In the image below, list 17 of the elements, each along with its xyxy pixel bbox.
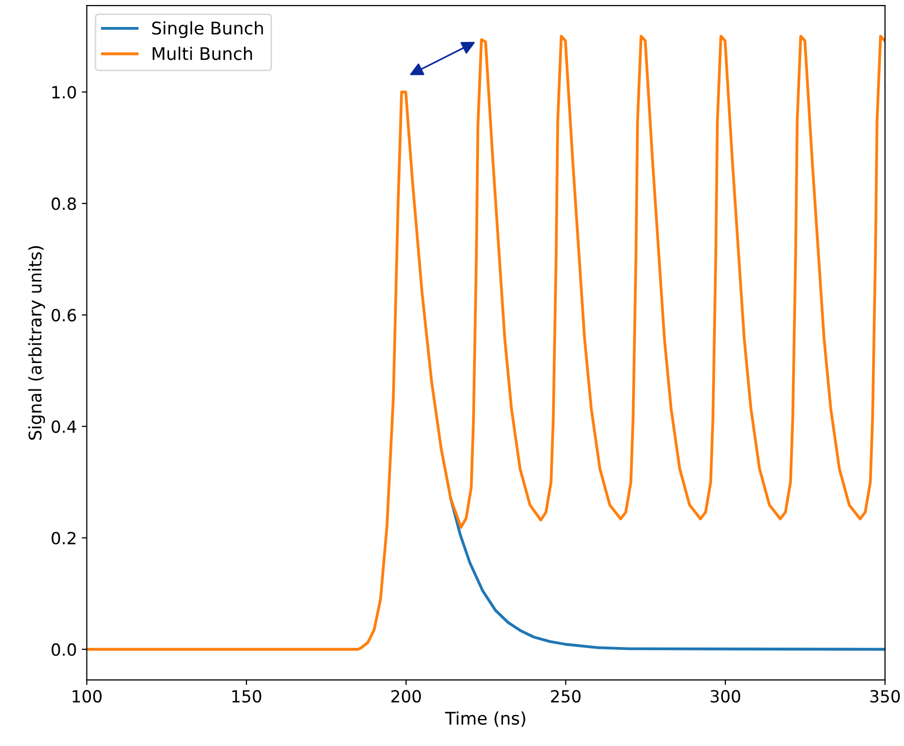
x-tick-label: 100 (72, 690, 102, 703)
y-tick-label: 0.8 (52, 197, 76, 210)
line-series (449, 497, 886, 651)
x-tick-label: 350 (870, 690, 900, 703)
y-tick-label: 0.0 (52, 643, 76, 656)
x-axis-title: Time (ns) (445, 711, 526, 727)
y-tick-label: 0.2 (52, 532, 76, 544)
legend-label: Single Bunch (152, 21, 263, 38)
x-tick-label: 250 (551, 690, 581, 703)
x-tick-label: 200 (391, 690, 421, 703)
y-tick-label: 1.0 (52, 86, 76, 99)
x-tick-label: 300 (710, 690, 740, 703)
y-tick-label: 0.4 (52, 420, 76, 433)
y-axis-title: Signal (arbitrary units) (28, 246, 45, 440)
x-tick-label: 150 (232, 690, 262, 703)
legend-label: Multi Bunch (152, 46, 252, 60)
y-tick-label: 0.6 (52, 308, 76, 322)
